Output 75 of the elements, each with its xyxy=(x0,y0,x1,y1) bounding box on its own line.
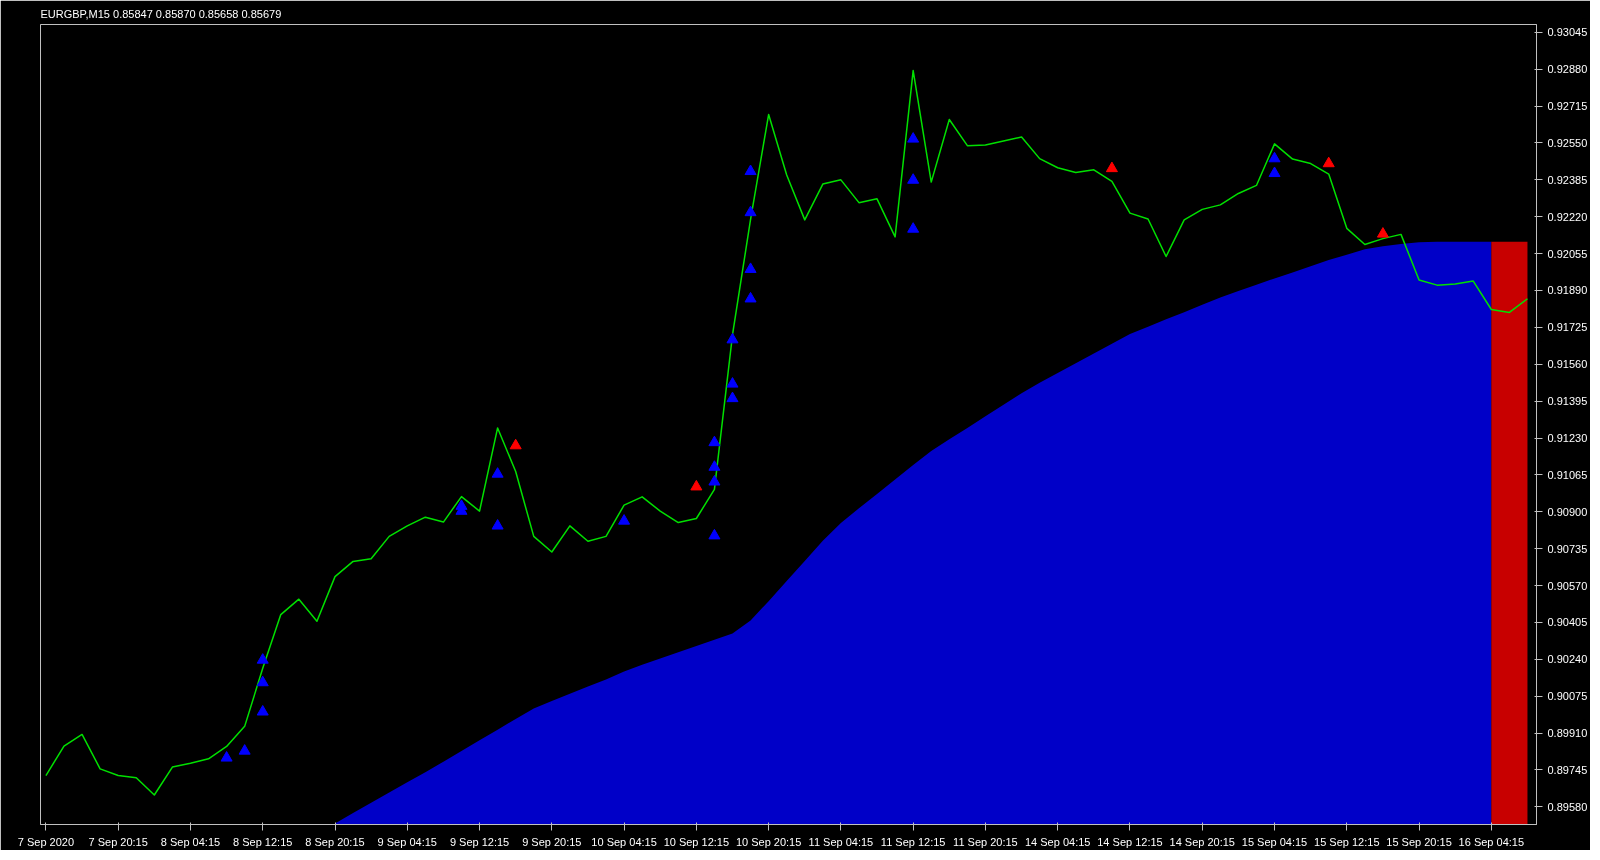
x-tick-label: 10 Sep 20:15 xyxy=(735,835,802,848)
y-tick-label: 0.90900 xyxy=(1547,505,1588,518)
point xyxy=(907,132,920,143)
x-tick-label: 15 Sep 12:15 xyxy=(1314,835,1380,848)
x-tick-label: 11 Sep 12:15 xyxy=(880,835,946,848)
y-tick-label: 0.89580 xyxy=(1547,800,1588,813)
point xyxy=(726,377,739,388)
y-tick-label: 0.91395 xyxy=(1547,395,1588,408)
x-tick-label: 11 Sep 04:15 xyxy=(808,835,874,848)
point xyxy=(220,751,233,762)
y-tick-label: 0.92550 xyxy=(1547,136,1588,149)
y-tick-label: 0.90735 xyxy=(1547,542,1588,555)
y-tick-label: 0.92880 xyxy=(1547,63,1588,76)
y-tick-label: 0.93045 xyxy=(1547,26,1588,39)
y-tick-label: 0.92220 xyxy=(1547,210,1588,223)
point xyxy=(256,675,269,687)
x-tick-label: 9 Sep 12:15 xyxy=(449,835,510,848)
x-tick-label: 14 Sep 04:15 xyxy=(1024,835,1091,848)
point xyxy=(708,474,721,486)
x-tick-label: 15 Sep 20:15 xyxy=(1386,835,1452,848)
point xyxy=(1268,166,1281,178)
point xyxy=(509,438,522,450)
y-tick-label: 0.90405 xyxy=(1547,616,1588,629)
point xyxy=(708,460,721,471)
x-tick-label: 9 Sep 20:15 xyxy=(522,835,582,848)
y-tick-label: 0.90570 xyxy=(1547,579,1588,592)
point xyxy=(726,391,739,403)
chart-title: EURGBP,M15 0.85847 0.85870 0.85658 0.85679 xyxy=(40,7,282,20)
y-tick-label: 0.92715 xyxy=(1547,100,1588,113)
point xyxy=(744,205,757,217)
point xyxy=(744,164,757,176)
y-tick-label: 0.91560 xyxy=(1547,358,1588,371)
y-tick-label: 0.91890 xyxy=(1547,284,1588,297)
point xyxy=(744,291,757,303)
y-tick-label: 0.91065 xyxy=(1547,468,1588,481)
line-series xyxy=(45,69,1529,796)
y-tick-label: 0.92055 xyxy=(1547,247,1588,260)
x-tick-label: 7 Sep 2020 xyxy=(17,835,75,848)
point xyxy=(708,435,721,447)
y-tick-label: 0.89745 xyxy=(1547,763,1588,776)
point xyxy=(1376,227,1389,238)
point xyxy=(708,528,721,540)
x-tick-label: 10 Sep 12:15 xyxy=(663,835,730,848)
point xyxy=(907,222,920,233)
y-tick-label: 0.91230 xyxy=(1547,432,1588,445)
point xyxy=(256,653,269,664)
point xyxy=(1268,151,1281,163)
x-tick-label: 10 Sep 04:15 xyxy=(591,835,657,848)
point xyxy=(238,744,251,755)
x-tick-label: 14 Sep 12:15 xyxy=(1097,835,1163,848)
x-tick-label: 11 Sep 20:15 xyxy=(953,835,1018,848)
x-tick-label: 15 Sep 04:15 xyxy=(1241,835,1308,848)
point xyxy=(256,704,269,716)
y-tick-label: 0.92385 xyxy=(1547,173,1588,186)
x-tick-label: 16 Sep 04:15 xyxy=(1458,835,1525,848)
y-tick-label: 0.90240 xyxy=(1547,653,1588,666)
x-tick-label: 9 Sep 04:15 xyxy=(377,835,437,848)
point xyxy=(1105,161,1118,173)
x-tick-label: 8 Sep 12:15 xyxy=(233,835,293,848)
point xyxy=(726,332,739,344)
y-tick-label: 0.90075 xyxy=(1547,690,1588,703)
point xyxy=(1322,156,1335,168)
point xyxy=(455,499,468,510)
point xyxy=(907,173,920,184)
x-tick-label: 8 Sep 04:15 xyxy=(160,835,221,848)
x-tick-label: 7 Sep 20:15 xyxy=(88,835,148,848)
point xyxy=(491,519,504,530)
y-tick-label: 0.89910 xyxy=(1547,727,1588,740)
point xyxy=(744,262,757,273)
x-tick-label: 14 Sep 20:15 xyxy=(1169,835,1235,848)
point xyxy=(618,514,631,525)
y-tick-label: 0.91725 xyxy=(1547,321,1588,334)
x-tick-label: 8 Sep 20:15 xyxy=(305,835,365,848)
point xyxy=(491,467,504,478)
point xyxy=(690,479,703,491)
